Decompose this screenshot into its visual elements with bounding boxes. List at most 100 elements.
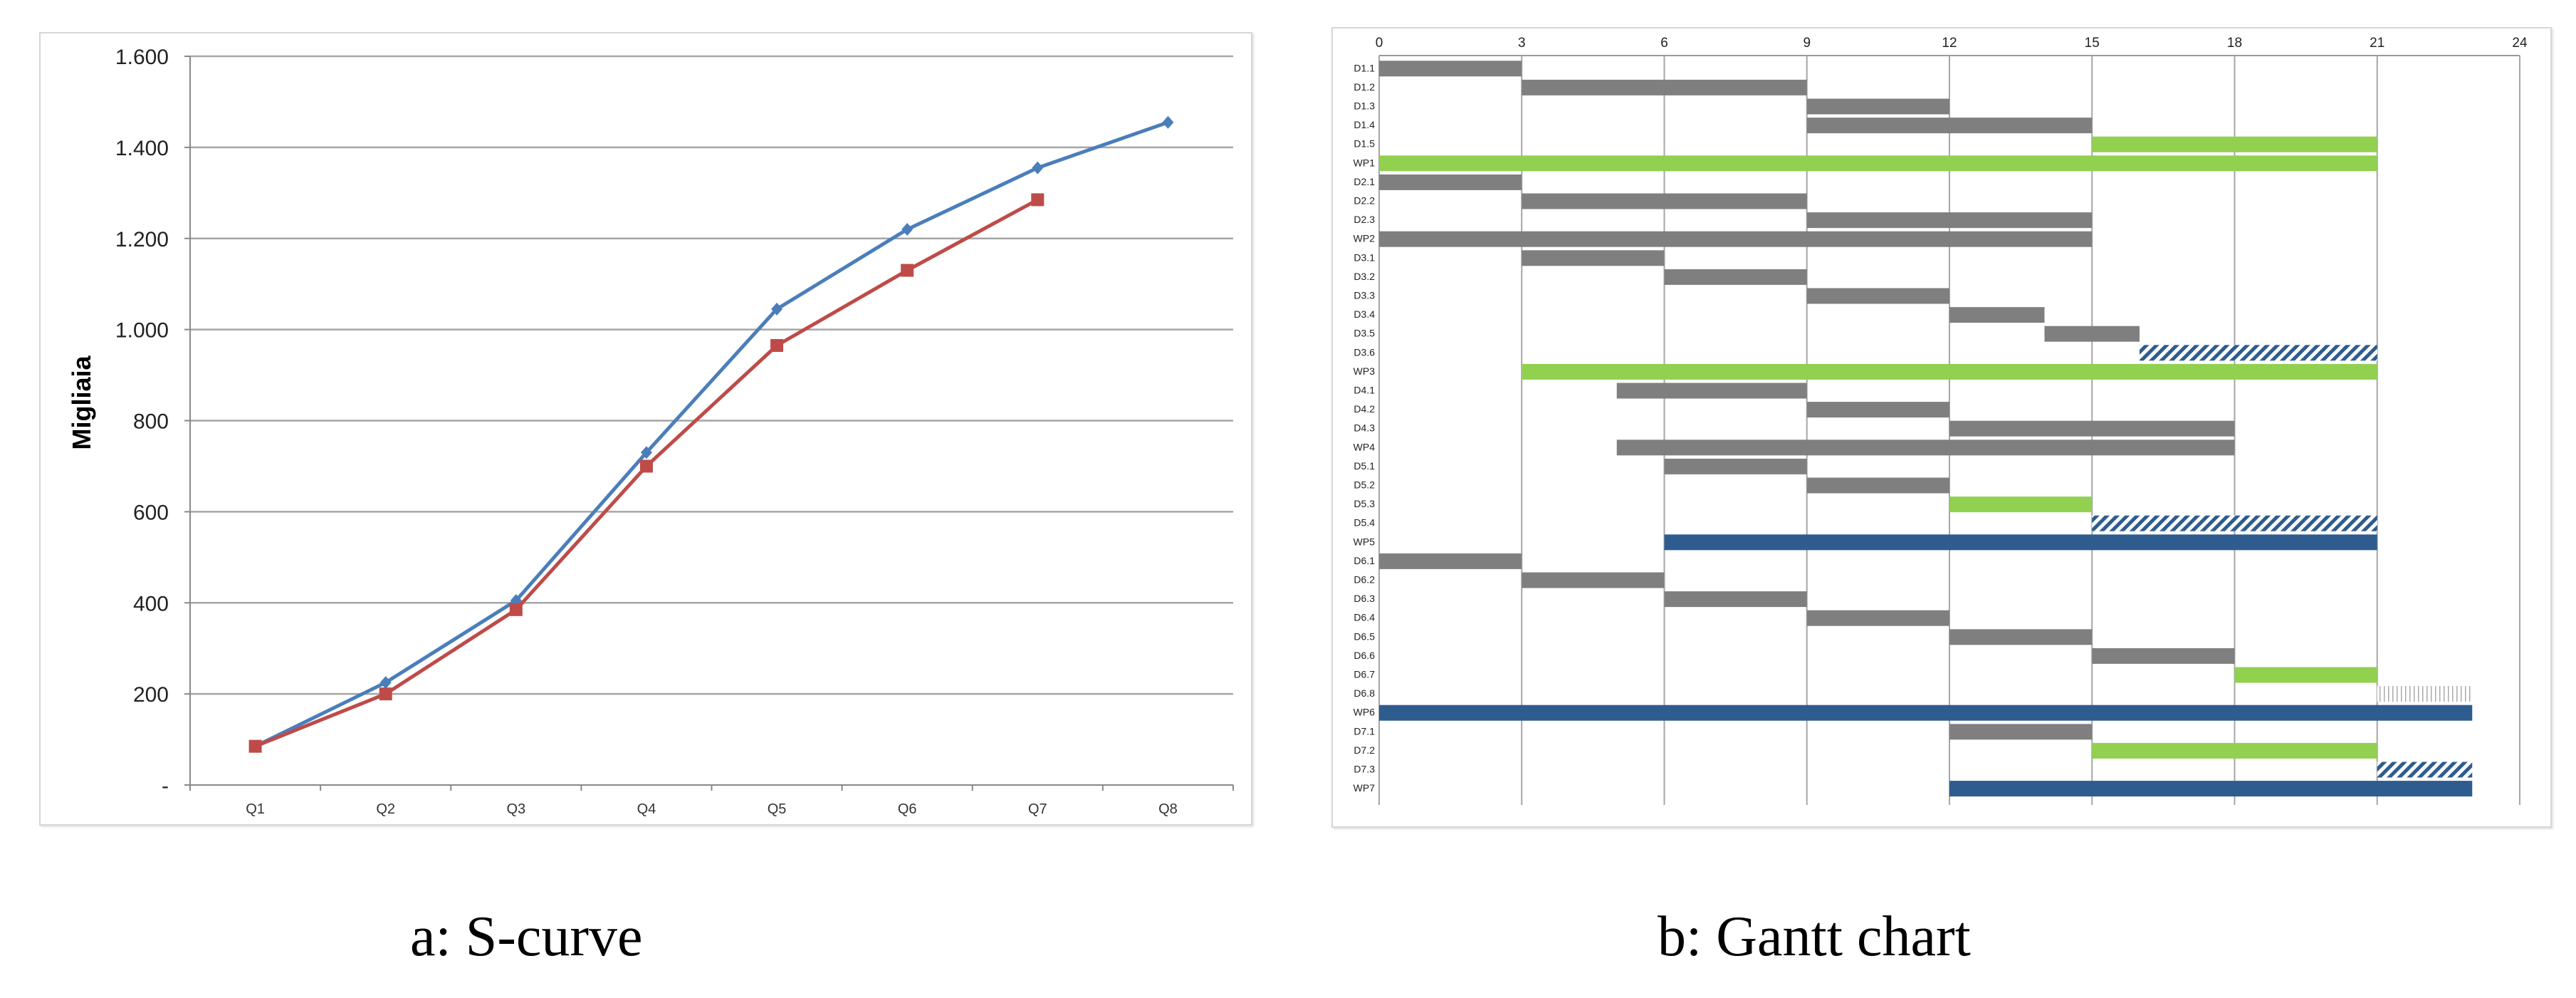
gantt-bar-d1-4 [1806, 118, 2093, 134]
x-tick-label: 18 [2227, 36, 2242, 51]
gantt-bar-d3-3 [1806, 288, 1949, 304]
x-tick-label: Q4 [637, 801, 656, 817]
s-curve-gridlines [190, 55, 1233, 786]
task-label: D4.2 [1354, 403, 1375, 415]
gantt-bar-d5-4 [2092, 515, 2377, 531]
gantt-bar-wp1 [1379, 155, 2377, 172]
gantt-bar-d7-2 [2092, 742, 2377, 759]
series-1-line [254, 120, 1169, 748]
task-label: D7.3 [1354, 764, 1375, 775]
task-label: D1.1 [1354, 62, 1375, 73]
gantt-bar-d4-1 [1616, 383, 1807, 399]
task-label: WP6 [1354, 707, 1376, 718]
gantt-bar-d3-6 [2140, 345, 2377, 361]
gantt-bar-d1-3 [1806, 98, 1949, 115]
x-tick-label: Q1 [246, 801, 265, 817]
task-label: D1.5 [1354, 138, 1375, 150]
gantt-bar-wp5 [1664, 534, 2377, 551]
series-2-point [639, 459, 653, 473]
series-1-point [1162, 115, 1174, 129]
task-label: WP2 [1354, 233, 1376, 244]
series-2-point [1031, 193, 1044, 207]
gantt-bar-d4-2 [1806, 402, 1949, 418]
task-label: WP3 [1354, 365, 1376, 377]
gantt-bar-d6-1 [1379, 553, 1522, 569]
s-curve-axes [184, 56, 1234, 791]
series-2-point [248, 739, 262, 753]
task-label: D3.5 [1354, 328, 1375, 339]
gantt-bar-d6-6 [2092, 648, 2235, 664]
task-label: WP1 [1354, 157, 1376, 168]
x-tick-label: 6 [1660, 36, 1668, 51]
x-tick-label: Q3 [506, 801, 525, 817]
series-2-point [770, 339, 784, 353]
task-label: D3.3 [1354, 290, 1375, 301]
y-tick-label: 600 [133, 501, 169, 524]
gantt-bar-d1-1 [1379, 61, 1522, 77]
gantt-bar-d7-3 [2377, 762, 2473, 778]
series-1-point [379, 676, 392, 690]
gantt-bar-d5-3 [1949, 497, 2093, 513]
y-tick-label: 1.200 [115, 228, 169, 251]
x-tick-label: 0 [1376, 36, 1383, 51]
task-label: D1.4 [1354, 119, 1375, 130]
series-1-point [771, 302, 783, 316]
x-tick-label: Q6 [898, 801, 917, 817]
y-axis-title: Migliaia [67, 355, 96, 450]
task-label: D5.2 [1354, 479, 1375, 491]
gantt-bar-d6-7 [2234, 667, 2377, 683]
x-tick-label: 3 [1518, 36, 1526, 51]
task-label: D7.1 [1354, 725, 1375, 737]
gantt-bar-d1-5 [2092, 136, 2377, 152]
task-label: D6.4 [1354, 612, 1375, 623]
s-curve-panel: - 200 400 600 800 1.000 1.200 1.400 1.600 Q1 Q2 Q3 Q… [39, 32, 1252, 826]
x-tick-label: Q8 [1158, 801, 1178, 817]
gantt-bar-d5-1 [1664, 458, 1807, 474]
gantt-bar-d2-2 [1522, 193, 1807, 209]
y-tick-label: 1.600 [115, 46, 169, 69]
gantt-bar-d5-2 [1806, 477, 1949, 494]
gantt-chart: 0 3 6 9 12 15 18 21 24 D1.1 D1.2 D1.3 D1.4 D1.5 WP1 D2.… [1354, 36, 2528, 805]
s-curve-labels: - 200 400 600 800 1.000 1.200 1.400 1.600 Q1 Q2 Q3 Q… [67, 46, 1178, 817]
gantt-bar-d3-1 [1522, 250, 1665, 266]
task-label: D4.1 [1354, 385, 1375, 396]
gantt-bar-d7-1 [1949, 724, 2093, 740]
task-label: WP7 [1354, 782, 1376, 794]
gantt-bar-d6-4 [1806, 610, 1949, 626]
series-2-point [509, 603, 523, 616]
gantt-bar-d3-4 [1949, 307, 2045, 323]
series-2-point [901, 264, 914, 277]
task-label: D3.6 [1354, 346, 1375, 358]
x-tick-label: Q2 [376, 801, 395, 817]
task-label: D2.3 [1354, 214, 1375, 225]
series-1-point [1032, 161, 1044, 175]
series-1-point [901, 222, 913, 236]
gantt-bar-d3-5 [2044, 326, 2140, 342]
series-2-line [254, 198, 1039, 748]
x-tick-label: Q5 [768, 801, 787, 817]
y-tick-label: 400 [133, 592, 169, 615]
task-label: D6.7 [1354, 669, 1375, 680]
gantt-bar-d3-2 [1664, 269, 1807, 285]
gantt-bar-d6-2 [1522, 572, 1665, 588]
task-label: D1.2 [1354, 81, 1375, 93]
gantt-bar-d6-8 [2377, 686, 2473, 702]
gantt-bar-d2-1 [1379, 174, 1522, 190]
y-tick-label: 1.400 [115, 137, 169, 160]
task-label: D3.4 [1354, 308, 1375, 320]
gantt-bar-wp6 [1379, 705, 2473, 721]
s-curve-series [248, 115, 1174, 753]
task-label: WP4 [1354, 441, 1376, 452]
gantt-bar-d6-3 [1664, 591, 1807, 608]
task-label: D1.3 [1354, 100, 1375, 112]
series-2-point [379, 687, 392, 701]
task-label: D3.1 [1354, 251, 1375, 263]
task-label: WP5 [1354, 536, 1376, 547]
x-tick-label: 21 [2370, 36, 2384, 51]
task-label: D5.3 [1354, 498, 1375, 509]
gantt-panel: 0 3 6 9 12 15 18 21 24 D1.1 D1.2 D1.3 D1.4 D1.5 WP1 D2.… [1331, 27, 2552, 828]
task-label: D3.2 [1354, 271, 1375, 282]
task-label: D2.2 [1354, 195, 1375, 207]
task-label: D6.8 [1354, 687, 1375, 699]
gantt-bars [1379, 61, 2473, 797]
